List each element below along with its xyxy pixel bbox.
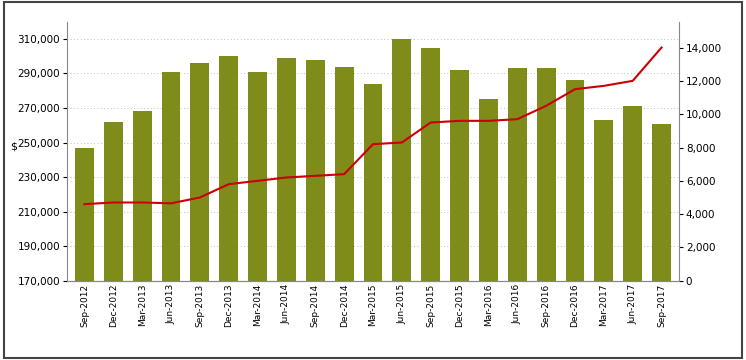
- Value (LHS): [109, 200, 118, 204]
- Value (LHS): [628, 79, 637, 83]
- Value (LHS): [426, 120, 435, 125]
- Value (LHS): [225, 182, 233, 186]
- Value (LHS): [253, 179, 262, 183]
- Value (LHS): [542, 104, 551, 108]
- Value (LHS): [311, 174, 320, 178]
- Bar: [363, 84, 383, 360]
- Value (LHS): [166, 201, 175, 206]
- Bar: [277, 58, 296, 360]
- Bar: [537, 68, 556, 360]
- Value (LHS): [599, 84, 608, 88]
- Value (LHS): [282, 175, 291, 180]
- Bar: [133, 112, 151, 360]
- Value (LHS): [484, 119, 493, 123]
- Value (LHS): [455, 119, 464, 123]
- Bar: [624, 106, 642, 360]
- Bar: [248, 72, 267, 360]
- Value (LHS): [339, 172, 348, 176]
- Value (LHS): [571, 87, 580, 91]
- Bar: [335, 67, 354, 360]
- Value (LHS): [398, 140, 407, 145]
- Bar: [508, 68, 527, 360]
- Bar: [219, 56, 238, 360]
- Line: Value (LHS): Value (LHS): [84, 48, 662, 204]
- Bar: [75, 148, 94, 360]
- Y-axis label: $: $: [10, 141, 17, 151]
- Bar: [162, 72, 181, 360]
- Value (LHS): [513, 117, 521, 121]
- Bar: [306, 60, 325, 360]
- Value (LHS): [195, 195, 204, 200]
- Bar: [392, 39, 411, 360]
- Bar: [652, 123, 671, 360]
- Value (LHS): [138, 200, 147, 204]
- Bar: [190, 63, 209, 360]
- Bar: [595, 120, 613, 360]
- Bar: [104, 122, 122, 360]
- Bar: [565, 80, 584, 360]
- Bar: [479, 99, 498, 360]
- Bar: [421, 48, 440, 360]
- Value (LHS): [657, 45, 666, 50]
- Bar: [450, 70, 469, 360]
- Value (LHS): [369, 142, 377, 146]
- Value (LHS): [80, 202, 89, 206]
